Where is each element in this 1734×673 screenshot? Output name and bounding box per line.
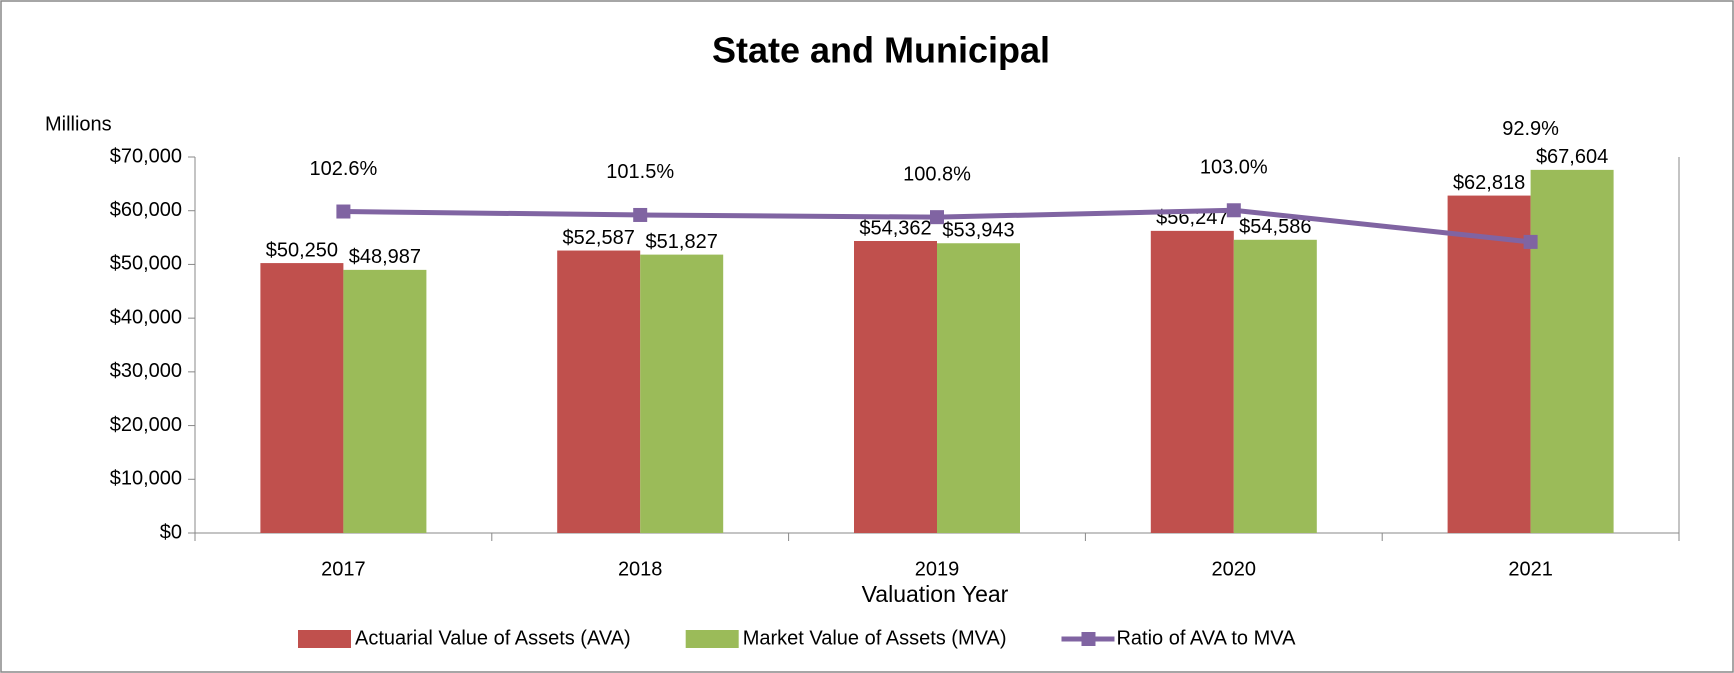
line-marker <box>1523 234 1538 249</box>
legend-swatch-marker <box>1081 632 1096 646</box>
line-value-label: 92.9% <box>1502 118 1559 140</box>
bar-value-label: $62,818 <box>1453 172 1525 194</box>
bar-value-label: $51,827 <box>646 231 718 253</box>
legend-swatch <box>685 630 739 648</box>
y-tick-label: $60,000 <box>110 199 182 221</box>
bar <box>937 243 1020 533</box>
bar-value-label: $48,987 <box>349 246 421 268</box>
bar <box>854 240 937 533</box>
bar-value-label: $50,250 <box>266 239 338 261</box>
y-tick-label: $20,000 <box>110 414 182 436</box>
chart-title: State and Municipal <box>712 30 1050 71</box>
y-tick-label: $10,000 <box>110 468 182 490</box>
bar-value-label: $52,587 <box>563 227 635 249</box>
y-unit-label: Millions <box>45 113 112 135</box>
y-tick-label: $30,000 <box>110 360 182 382</box>
bar <box>1150 230 1234 533</box>
bar <box>557 250 641 533</box>
y-tick-label: $0 <box>160 521 182 543</box>
line-value-label: 103.0% <box>1200 157 1268 179</box>
x-tick-label: 2018 <box>618 558 663 580</box>
line-marker <box>1226 203 1241 218</box>
bar <box>1233 239 1317 533</box>
legend-label: Market Value of Assets (MVA) <box>743 627 1007 649</box>
x-tick-label: 2020 <box>1212 558 1257 580</box>
line-value-label: 100.8% <box>903 163 971 185</box>
bar <box>1530 169 1614 534</box>
line-value-label: 102.6% <box>309 158 377 180</box>
y-tick-label: $40,000 <box>110 306 182 328</box>
bar-value-label: $53,943 <box>942 220 1014 242</box>
x-tick-label: 2017 <box>321 558 366 580</box>
bar-value-label: $54,586 <box>1239 216 1311 238</box>
line-marker <box>633 207 648 222</box>
line-marker <box>930 210 944 225</box>
bar-value-label: $54,362 <box>859 217 931 239</box>
line-marker <box>336 204 351 219</box>
legend-label: Ratio of AVA to MVA <box>1116 627 1296 649</box>
line-value-label: 101.5% <box>606 161 674 183</box>
legend-label: Actuarial Value of Assets (AVA) <box>355 627 631 649</box>
x-axis-title: Valuation Year <box>862 581 1009 607</box>
bar <box>343 269 427 533</box>
bar <box>260 263 344 533</box>
y-tick-label: $50,000 <box>110 253 182 275</box>
x-tick-label: 2021 <box>1508 558 1553 580</box>
bar <box>1447 195 1531 533</box>
y-tick-label: $70,000 <box>110 145 182 167</box>
bar <box>640 254 724 533</box>
bar-value-label: $67,604 <box>1536 146 1608 168</box>
legend-swatch <box>298 630 351 648</box>
x-tick-label: 2019 <box>915 558 960 580</box>
